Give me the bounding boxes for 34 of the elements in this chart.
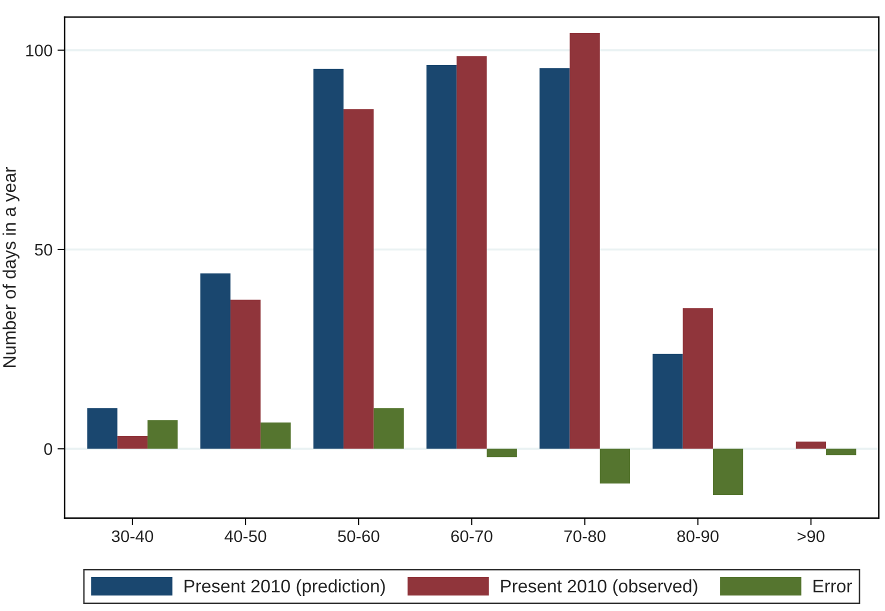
bar	[456, 56, 487, 449]
bar	[712, 448, 744, 496]
bar	[200, 273, 230, 449]
bar	[826, 448, 856, 456]
bar	[87, 408, 118, 449]
bar	[148, 420, 178, 449]
legend-label: Present 2010 (prediction)	[184, 579, 385, 596]
x-tick-label: 40-50	[224, 530, 266, 542]
y-tick-label: 50	[34, 244, 52, 256]
bar	[540, 68, 570, 449]
legend-label: Error	[814, 580, 852, 592]
bar	[652, 354, 683, 449]
bar	[230, 300, 261, 449]
bar	[426, 64, 457, 449]
bar	[600, 448, 630, 484]
x-tick-label: 80-90	[677, 530, 719, 542]
bar	[260, 422, 291, 449]
bar	[374, 408, 404, 449]
bar	[117, 436, 148, 449]
x-tick-label: 70-80	[564, 530, 606, 542]
legend-label: Present 2010 (observed)	[501, 579, 698, 596]
bar	[796, 442, 826, 449]
y-tick-label: 0	[44, 443, 52, 455]
bar	[682, 308, 713, 449]
y-tick-label: 100	[26, 44, 52, 56]
x-tick-label: 50-60	[338, 530, 380, 542]
x-tick-label: 30-40	[112, 530, 154, 542]
bar	[344, 109, 374, 449]
x-tick-label: >90	[798, 530, 824, 542]
x-tick-label: 60-70	[451, 530, 492, 542]
bar	[313, 68, 344, 449]
bar	[486, 448, 517, 458]
y-axis-title: Number of days in a year	[2, 167, 20, 367]
bar	[570, 33, 600, 449]
